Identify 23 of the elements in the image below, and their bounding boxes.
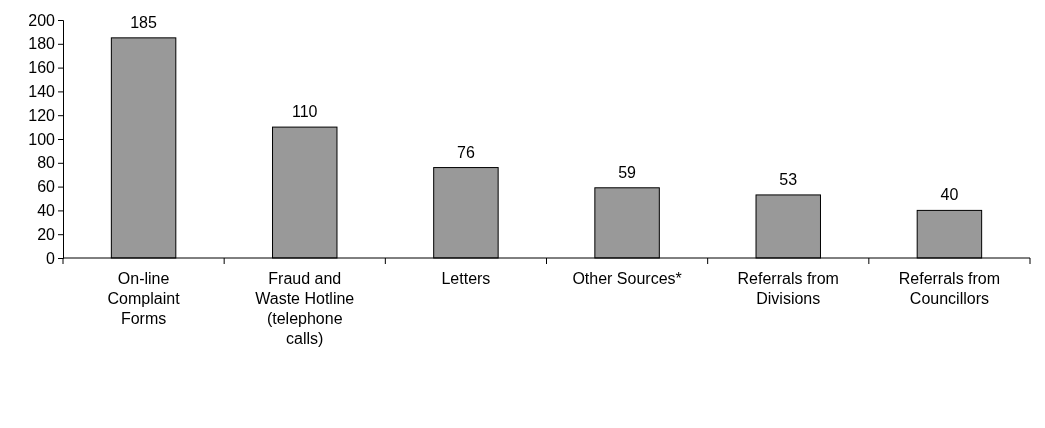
y-tick-label: 80	[37, 154, 56, 172]
y-tick-label: 160	[28, 59, 56, 77]
y-tick-label: 0	[46, 249, 56, 267]
x-tick-label: Fraud and Waste Hotline (telephone calls)	[255, 270, 355, 347]
data-label: 53	[779, 170, 798, 188]
x-tick-label: On-line Complaint Forms	[107, 270, 181, 327]
x-tick-label: Referrals from Councillors	[898, 270, 1001, 307]
x-tick-label: Other Sources*	[572, 270, 682, 287]
y-tick-label: 180	[28, 35, 56, 53]
y-tick-label: 40	[37, 202, 56, 220]
data-label: 40	[940, 186, 959, 204]
y-tick-label: 20	[37, 225, 56, 243]
y-tick-label: 100	[28, 130, 56, 148]
data-label: 59	[618, 163, 637, 181]
data-label: 185	[130, 13, 158, 31]
x-tick-label: Letters	[441, 270, 491, 287]
y-tick-label: 200	[28, 11, 56, 29]
data-label: 76	[457, 143, 475, 161]
y-tick-label: 140	[28, 83, 56, 101]
x-tick-label: Referrals from Divisions	[737, 270, 839, 307]
y-tick-label: 120	[28, 106, 56, 124]
data-label: 110	[291, 103, 318, 121]
y-tick-label: 60	[37, 178, 56, 196]
